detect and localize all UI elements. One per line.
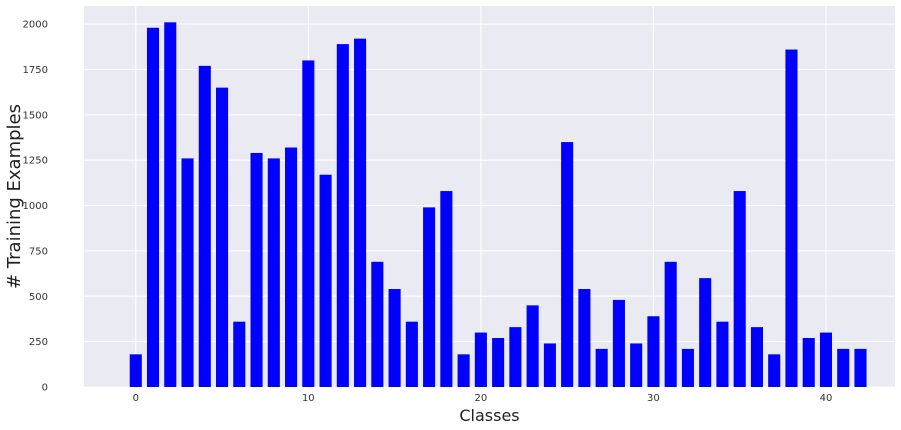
bar-class-7 <box>250 152 263 387</box>
bar-class-38 <box>785 49 798 388</box>
y-axis-ticks: 0 250 500 750 1000 1250 1500 1750 2000 <box>23 20 48 394</box>
x-axis-label: Classes <box>459 406 519 425</box>
bar-class-32 <box>681 348 694 387</box>
bar-class-24 <box>543 343 556 387</box>
bar-class-4 <box>198 65 211 387</box>
bar-class-12 <box>336 44 349 387</box>
bar-class-23 <box>526 305 539 387</box>
x-tick-label: 20 <box>475 393 488 404</box>
bar-class-11 <box>319 174 332 387</box>
bar-class-36 <box>750 327 763 387</box>
bar-class-31 <box>664 261 677 387</box>
y-tick-label: 1750 <box>23 65 48 76</box>
bar-class-1 <box>146 27 160 388</box>
bar-class-35 <box>733 191 746 387</box>
bar-class-37 <box>768 354 781 387</box>
bars <box>129 22 867 388</box>
bar-class-21 <box>492 338 505 387</box>
bar-class-30 <box>647 316 660 387</box>
x-tick-label: 0 <box>133 393 139 404</box>
bar-class-9 <box>285 147 298 387</box>
x-tick-label: 40 <box>820 393 833 404</box>
bar-class-27 <box>595 348 608 387</box>
bar-class-22 <box>509 327 522 387</box>
bar-class-13 <box>354 38 367 388</box>
x-tick-label: 30 <box>647 393 660 404</box>
bar-class-33 <box>699 278 712 387</box>
bar-class-10 <box>302 60 315 388</box>
bar-class-18 <box>440 191 453 387</box>
y-tick-label: 250 <box>29 337 48 348</box>
bar-class-16 <box>405 321 418 387</box>
y-tick-label: 500 <box>29 292 48 303</box>
bar-class-15 <box>388 289 401 387</box>
bar-class-28 <box>612 299 625 387</box>
y-axis-label: # Training Examples <box>4 104 25 289</box>
bar-class-0 <box>129 354 142 387</box>
bar-class-40 <box>819 332 833 387</box>
bar-class-3 <box>181 158 194 387</box>
bar-class-14 <box>371 261 384 387</box>
bar-class-2 <box>164 22 177 387</box>
bar-class-19 <box>457 354 470 387</box>
bar-class-17 <box>423 207 436 387</box>
y-tick-label: 1500 <box>23 110 48 121</box>
bar-class-5 <box>216 87 229 388</box>
bar-class-26 <box>578 289 591 387</box>
bar-class-6 <box>233 321 246 387</box>
bar-class-8 <box>267 158 280 387</box>
y-tick-label: 1000 <box>23 201 48 212</box>
bar-class-41 <box>837 348 850 387</box>
y-tick-label: 0 <box>42 383 48 394</box>
y-tick-label: 750 <box>29 246 48 257</box>
x-tick-label: 10 <box>302 393 315 404</box>
bar-class-29 <box>630 343 643 387</box>
bar-class-39 <box>802 338 815 387</box>
y-tick-label: 2000 <box>23 20 48 31</box>
bar-class-20 <box>474 332 487 387</box>
bar-class-34 <box>716 321 729 387</box>
y-tick-label: 1250 <box>23 156 48 167</box>
bar-class-25 <box>561 142 574 387</box>
x-axis-ticks: 0 10 20 30 40 <box>133 393 833 404</box>
bar-class-42 <box>854 348 867 387</box>
